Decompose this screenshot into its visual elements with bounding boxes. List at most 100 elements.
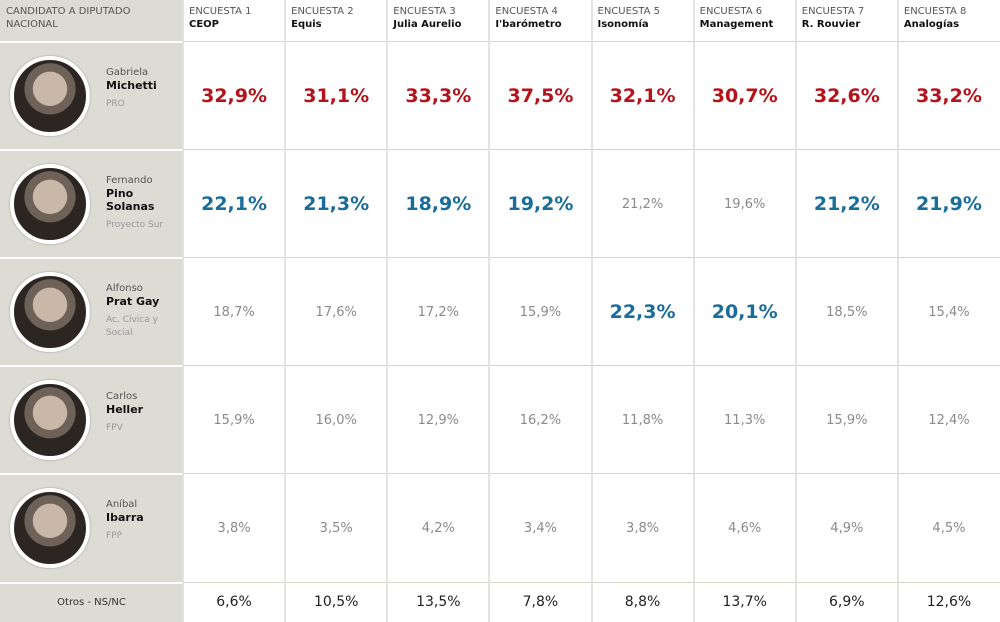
value-cell: 4,9% [830, 520, 864, 536]
value-cell: 12,6% [926, 594, 972, 610]
value-cell: 30,7% [711, 85, 778, 107]
poll-label: ENCUESTA 5 [597, 6, 660, 17]
party: FPP [106, 531, 123, 541]
value-cell: 33,2% [915, 85, 982, 107]
candidate: Aníbal Ibarra FPP [106, 498, 178, 543]
column-divider [284, 0, 287, 622]
poll-name: Management [699, 19, 774, 30]
party: Proyecto Sur [106, 220, 164, 230]
surname: Heller [106, 403, 144, 416]
row-divider [0, 41, 1000, 43]
candidate-photo [10, 272, 90, 352]
value-cell: 22,3% [609, 301, 676, 323]
row-divider [0, 473, 1000, 475]
column-divider [590, 0, 593, 622]
value-cell: 21,2% [621, 196, 664, 212]
value-cell: 11,3% [724, 412, 766, 428]
value-cell: 21,9% [915, 193, 982, 215]
column-divider [182, 0, 184, 622]
candidate: Alfonso Prat Gay Ac. Cívica y Social [106, 282, 178, 340]
value-cell: 32,1% [609, 85, 676, 107]
value-cell: 12,4% [928, 412, 970, 428]
first-name: Carlos [106, 391, 138, 402]
poll-name: R. Rouvier [801, 19, 861, 30]
value-cell: 33,3% [405, 85, 472, 107]
value-cell: 4,5% [932, 520, 966, 536]
poll-name: Equis [291, 19, 322, 30]
row-divider [0, 257, 1000, 259]
value-cell: 15,4% [928, 304, 970, 320]
poll-header: ENCUESTA 2 Equis [285, 0, 387, 42]
poll-name: I'barómetro [495, 19, 562, 30]
poll-label: ENCUESTA 8 [903, 6, 967, 17]
party: FPV [106, 423, 123, 433]
value-cell: 15,9% [826, 412, 868, 428]
surname: Pino Solanas [106, 187, 155, 213]
value-cell: 3,8% [217, 520, 251, 536]
value-cell: 12,9% [417, 412, 459, 428]
first-name: Aníbal [106, 499, 138, 510]
value-cell: 19,2% [507, 193, 574, 215]
column-divider [386, 0, 389, 622]
value-cell: 15,9% [519, 304, 562, 320]
value-cell: 18,5% [826, 304, 868, 320]
value-cell: 17,2% [417, 304, 459, 320]
poll-name: Isonomía [597, 19, 649, 30]
value-cell: 18,9% [405, 193, 472, 215]
candidate-photo [10, 380, 90, 460]
poll-name: Julia Aurelio [393, 19, 462, 30]
value-cell: 3,4% [523, 520, 557, 536]
first-name: Alfonso [106, 283, 143, 294]
value-cell: 22,1% [201, 193, 268, 215]
value-cell: 7,8% [522, 594, 559, 610]
value-cell: 17,6% [315, 304, 357, 320]
candidate: Carlos Heller FPV [106, 390, 178, 435]
value-cell: 21,2% [813, 193, 880, 215]
value-cell: 20,1% [711, 301, 778, 323]
party: Ac. Cívica y Social [106, 315, 158, 338]
first-name: Gabriela [106, 67, 149, 78]
value-cell: 4,6% [728, 520, 762, 536]
value-cell: 3,5% [319, 520, 353, 536]
poll-header: ENCUESTA 3 Julia Aurelio [387, 0, 489, 42]
value-cell: 4,2% [421, 520, 455, 536]
poll-header: ENCUESTA 1 CEOP [183, 0, 285, 42]
value-cell: 18,7% [213, 304, 255, 320]
header-cell: CANDIDATO A DIPUTADO NACIONAL [6, 6, 131, 30]
value-cell: 13,7% [722, 594, 767, 610]
candidate: Fernando Pino Solanas Proyecto Sur [106, 174, 178, 232]
column-divider [488, 0, 491, 622]
column-divider [692, 0, 695, 622]
value-cell: 3,8% [626, 520, 660, 536]
value-cell: 16,2% [519, 412, 562, 428]
value-cell: 21,3% [303, 193, 370, 215]
value-cell: 15,9% [213, 412, 255, 428]
value-cell: 11,8% [621, 412, 664, 428]
value-cell: 6,6% [216, 594, 252, 610]
surname: Ibarra [106, 511, 144, 524]
row-divider [0, 365, 1000, 367]
value-cell: 6,9% [829, 594, 865, 610]
candidate-photo [10, 488, 90, 568]
value-cell: 8,8% [624, 594, 661, 610]
surname: Michetti [106, 79, 157, 92]
candidate-photo [10, 56, 90, 136]
poll-header: ENCUESTA 7 R. Rouvier [796, 0, 898, 42]
value-cell: 10,5% [313, 594, 359, 610]
others-label: Otros - NS/NC [57, 596, 126, 608]
candidate: Gabriela Michetti PRO [106, 66, 178, 111]
value-cell: 13,5% [416, 594, 461, 610]
poll-label: ENCUESTA 7 [801, 6, 865, 17]
surname: Prat Gay [106, 295, 160, 308]
first-name: Fernando [106, 175, 153, 186]
poll-label: ENCUESTA 4 [495, 6, 558, 17]
poll-name: Analogías [903, 19, 960, 30]
poll-header: ENCUESTA 4 I'barómetro [489, 0, 591, 42]
poll-header: ENCUESTA 6 Management [694, 0, 796, 42]
value-cell: 32,6% [813, 85, 880, 107]
row-divider [0, 149, 1000, 151]
row-divider [0, 582, 1000, 584]
poll-label: ENCUESTA 6 [699, 6, 763, 17]
value-cell: 16,0% [315, 412, 357, 428]
